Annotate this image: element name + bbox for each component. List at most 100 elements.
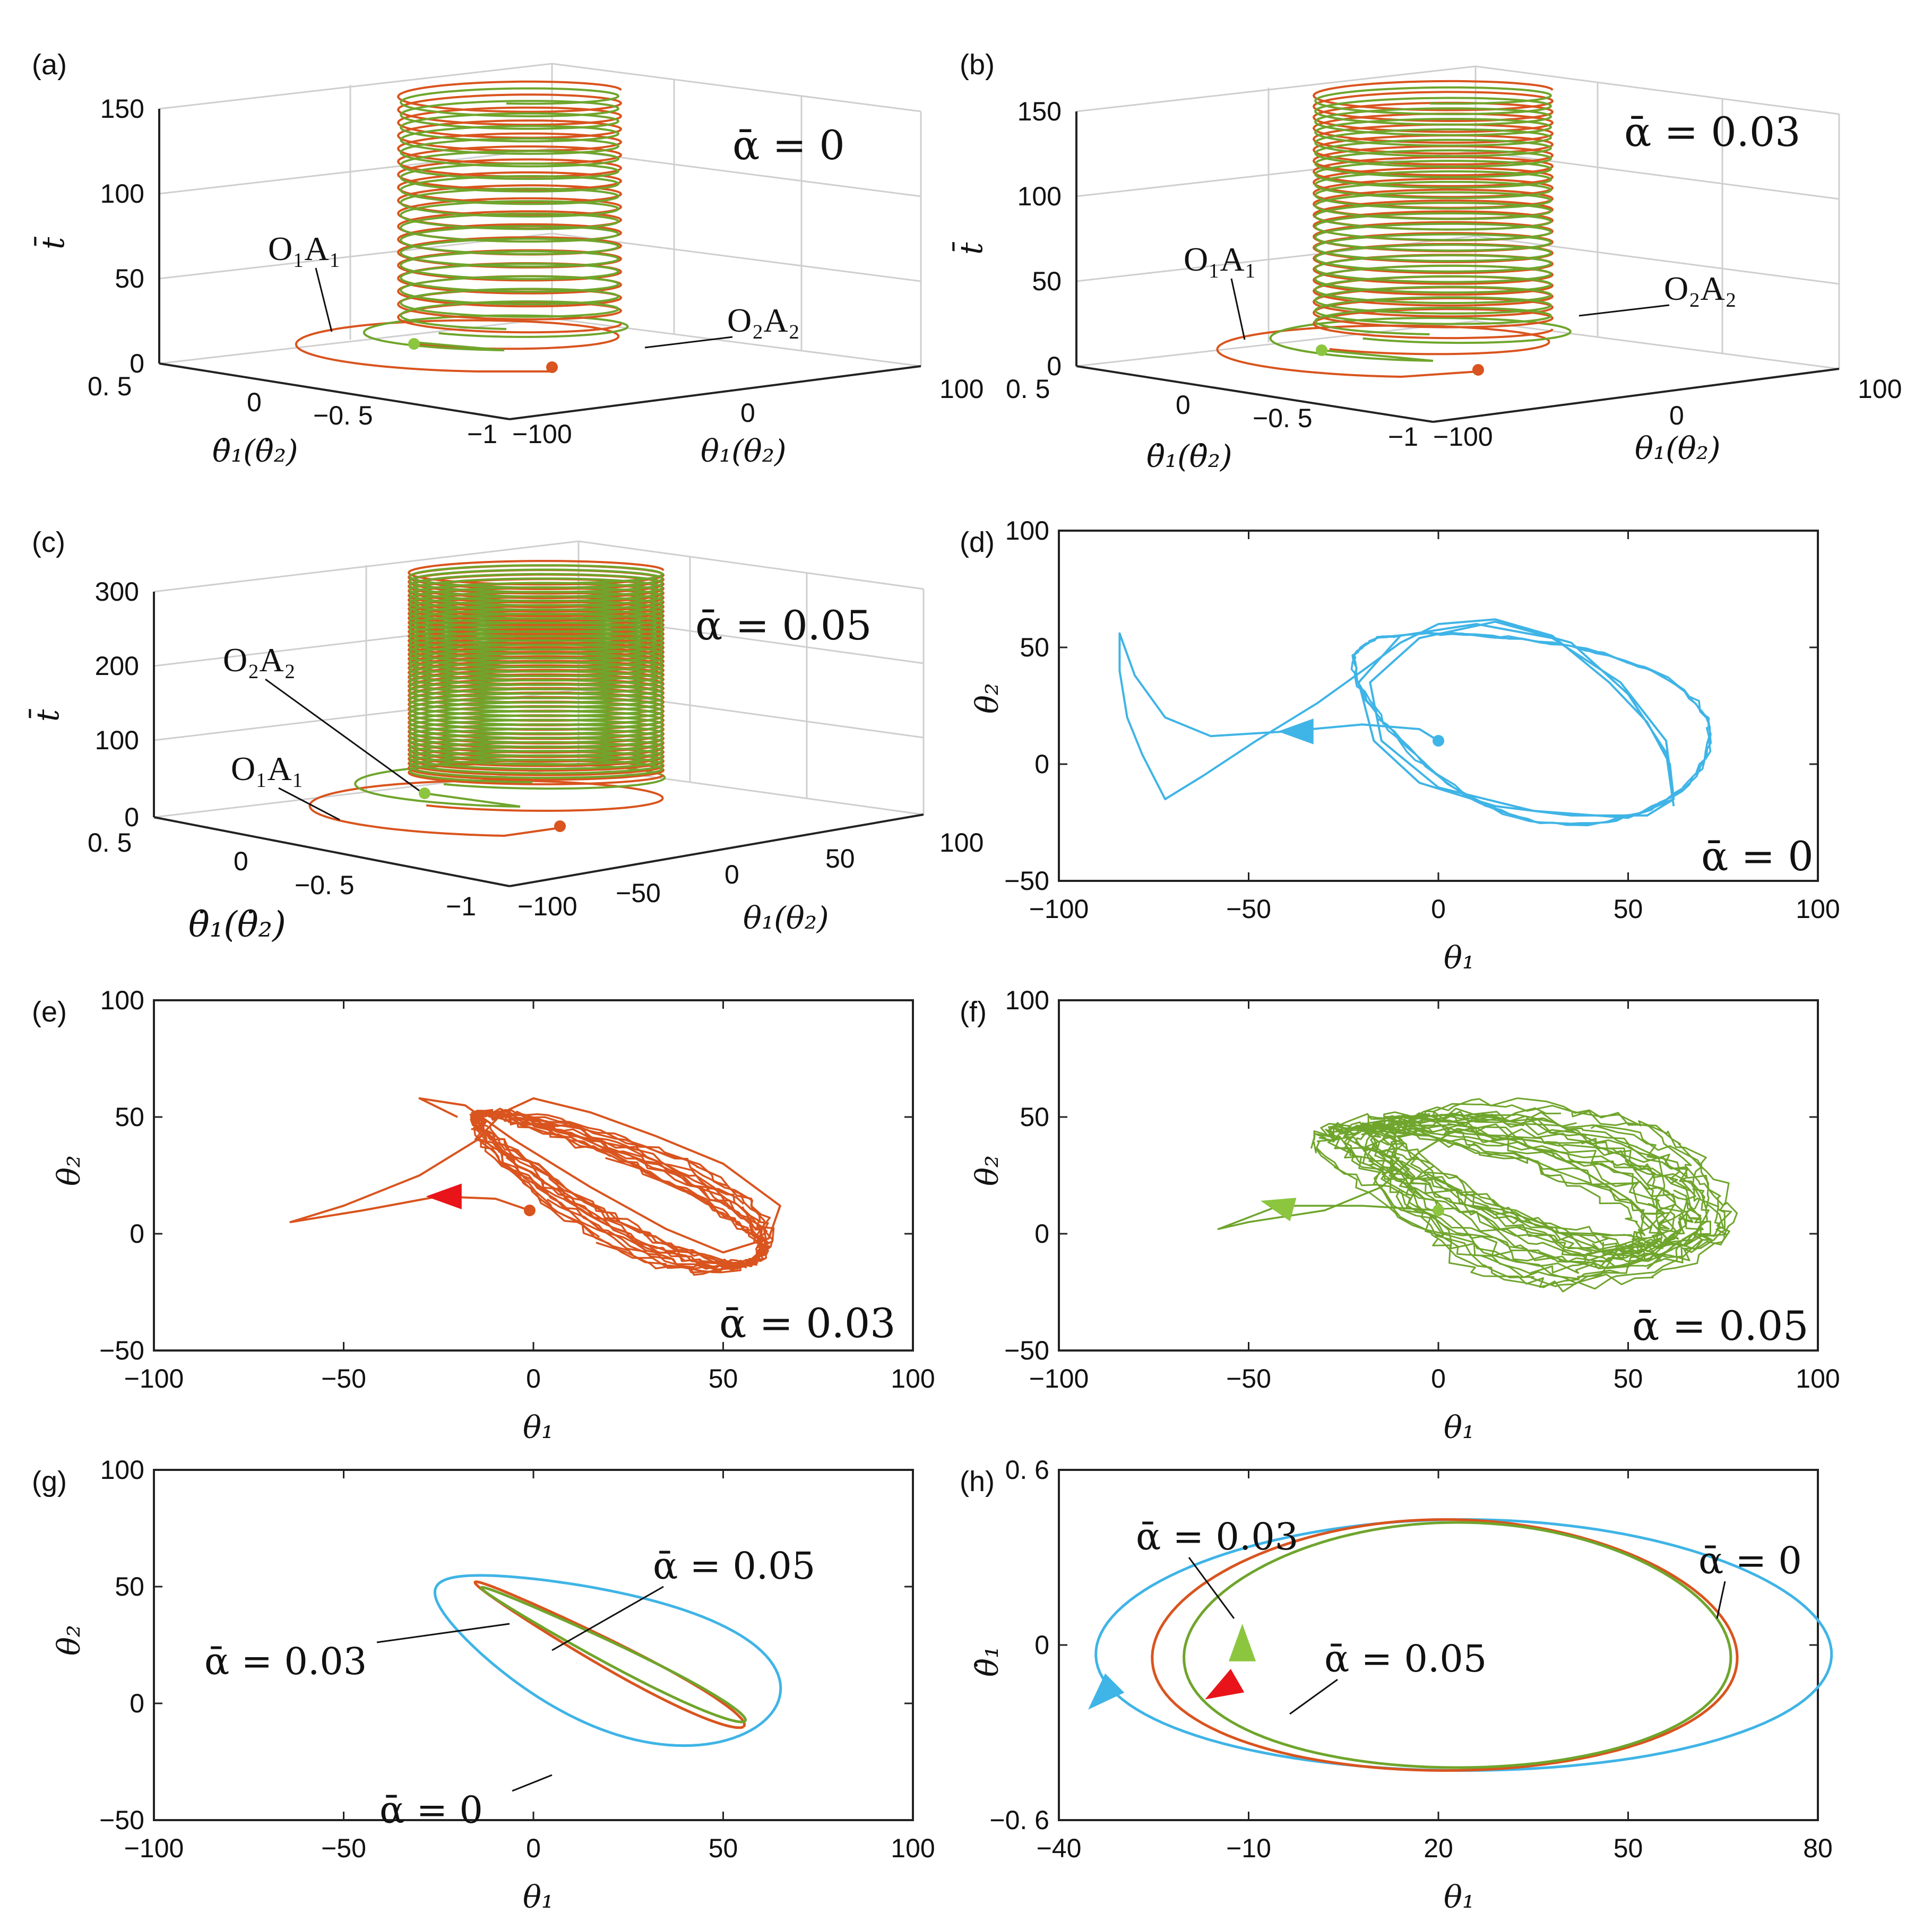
start-dot-c-o2a2 (419, 787, 430, 799)
ytick-c-05: 0. 5 (88, 828, 132, 858)
ylabel-c: θ̇₁(θ̇₂) (188, 904, 286, 945)
coil-a (295, 80, 629, 373)
legend-h-005: ᾱ = 0.05 (1324, 1637, 1487, 1681)
xtick-b-100: 100 (1858, 374, 1902, 404)
arrow-h-005 (1229, 1624, 1256, 1661)
orbit-e-7 (474, 1107, 774, 1274)
alpha-label-b: ᾱ = 0.03 (1624, 108, 1801, 155)
xtick-g-4: 100 (891, 1833, 935, 1863)
panel-label-a: (a) (32, 49, 67, 81)
orbit-e-5 (470, 1109, 767, 1268)
panel-label-d: (d) (960, 526, 995, 558)
ylabel-a: θ̇₁(θ̇₂) (212, 433, 298, 469)
ztick-c-0: 0 (124, 802, 139, 832)
ytick-d-1: 0 (1034, 749, 1049, 779)
orbit-f-12 (1346, 1126, 1680, 1252)
ytick-g-3: 100 (100, 1455, 144, 1485)
ztick-c-100: 100 (95, 725, 139, 755)
ytick-c-m05: −0. 5 (295, 870, 355, 900)
xtick-f-4: 100 (1796, 1364, 1840, 1393)
orbit-f-11 (1374, 1097, 1702, 1287)
orbit-f-10 (1386, 1107, 1677, 1275)
start-dot-b-o2a2 (1316, 344, 1327, 356)
ylabel-h: θ̇₁ (969, 1646, 1005, 1677)
ztick-b-150: 150 (1017, 97, 1062, 126)
transient-a-o1a1 (295, 319, 620, 373)
legend-h-0: ᾱ = 0 (1698, 1539, 1802, 1582)
xtick-a-0: 0 (740, 398, 755, 428)
zlabel-a: t̄ (33, 237, 71, 249)
label-o2a2-c: O₂A₂ (223, 641, 296, 679)
arrow-e (426, 1183, 462, 1209)
panel-label-f: (f) (960, 996, 987, 1028)
ytick-c-m1: −1 (446, 891, 476, 921)
xtick-e-4: 100 (891, 1364, 935, 1393)
panel-label-g: (g) (32, 1466, 67, 1497)
transient-b-o2a2 (1269, 317, 1572, 362)
ytick-e-0: −50 (99, 1336, 144, 1365)
ylabel-b: θ̇₁(θ̇₂) (1146, 438, 1232, 474)
ztick-a-100: 100 (100, 179, 144, 209)
ytick-g-2: 50 (115, 1572, 144, 1601)
xtick-c-m100: −100 (518, 891, 577, 921)
orbit-e-11 (470, 1109, 775, 1276)
trajectory-d (1118, 618, 1675, 819)
start-dot-b-o1a1 (1472, 364, 1484, 376)
xtick-c-0: 0 (724, 860, 739, 889)
coil-a-o2a2 (399, 87, 620, 330)
xtick-e-1: −50 (321, 1364, 366, 1393)
xtick-h-0: −40 (1037, 1833, 1082, 1863)
panel-label-h: (h) (960, 1466, 995, 1497)
ytick-e-3: 100 (100, 985, 144, 1015)
start-dot-c-o1a1 (554, 820, 566, 832)
ztick-b-50: 50 (1032, 266, 1062, 296)
ytick-d-3: 100 (1005, 516, 1049, 546)
ztick-a-0: 0 (130, 349, 144, 378)
xtick-b-0: 0 (1669, 401, 1684, 430)
ytick-d-2: 50 (1020, 633, 1049, 662)
ylabel-f: θ₂ (969, 1155, 1005, 1186)
label-o2a2-a: O₂A₂ (727, 301, 800, 339)
ytick-b-m1: −1 (1388, 422, 1418, 452)
xlabel-b: θ₁(θ₂) (1635, 430, 1721, 466)
xtick-d-2: 0 (1431, 894, 1446, 924)
ytick-d-0: −50 (1004, 866, 1049, 896)
start-dot-f (1433, 1205, 1444, 1216)
panel-label-c: (c) (32, 526, 65, 558)
xtick-g-2: 0 (526, 1833, 541, 1863)
ytick-f-0: −50 (1004, 1336, 1049, 1365)
xtick-h-4: 80 (1803, 1833, 1833, 1863)
ytick-f-1: 0 (1034, 1219, 1049, 1249)
legend-g-003: ᾱ = 0.03 (204, 1640, 367, 1683)
alpha-label-a: ᾱ = 0 (732, 122, 845, 169)
start-dot-d (1433, 735, 1444, 747)
xtick-e-0: −100 (124, 1364, 184, 1393)
xlabel-f: θ₁ (1444, 1409, 1474, 1445)
start-dot-a-o1a1 (546, 361, 558, 373)
start-dot-a-o2a2 (408, 338, 420, 350)
ztick-a-150: 150 (100, 94, 144, 124)
ztick-b-0: 0 (1047, 351, 1062, 381)
xtick-h-2: 20 (1424, 1833, 1453, 1863)
limit-cycle-g-005 (480, 1586, 747, 1724)
panel-a: (a) 150 100 50 0 0. 5 0 −0. 5 −1 −100 0 … (32, 49, 984, 469)
arrow-h-003 (1205, 1669, 1245, 1700)
ytick-e-2: 50 (115, 1102, 144, 1132)
xtick-d-1: −50 (1226, 894, 1271, 924)
xtick-d-3: 50 (1614, 894, 1643, 924)
ytick-g-0: −50 (99, 1805, 144, 1835)
ytick-h-0: −0. 6 (989, 1805, 1049, 1835)
xtick-h-1: −10 (1226, 1833, 1271, 1863)
label-o1a1-b: O₁A₁ (1184, 240, 1256, 278)
orbit-f-18 (1332, 1123, 1704, 1248)
coil-c (308, 560, 666, 837)
panel-label-b: (b) (960, 49, 995, 81)
xtick-c-50: 50 (825, 844, 855, 873)
xlabel-g: θ₁ (523, 1879, 554, 1915)
limit-cycle-g-0 (433, 1574, 782, 1747)
coil-c-o2a2 (408, 564, 664, 783)
ztick-c-200: 200 (95, 651, 139, 681)
xtick-f-1: −50 (1226, 1364, 1271, 1393)
